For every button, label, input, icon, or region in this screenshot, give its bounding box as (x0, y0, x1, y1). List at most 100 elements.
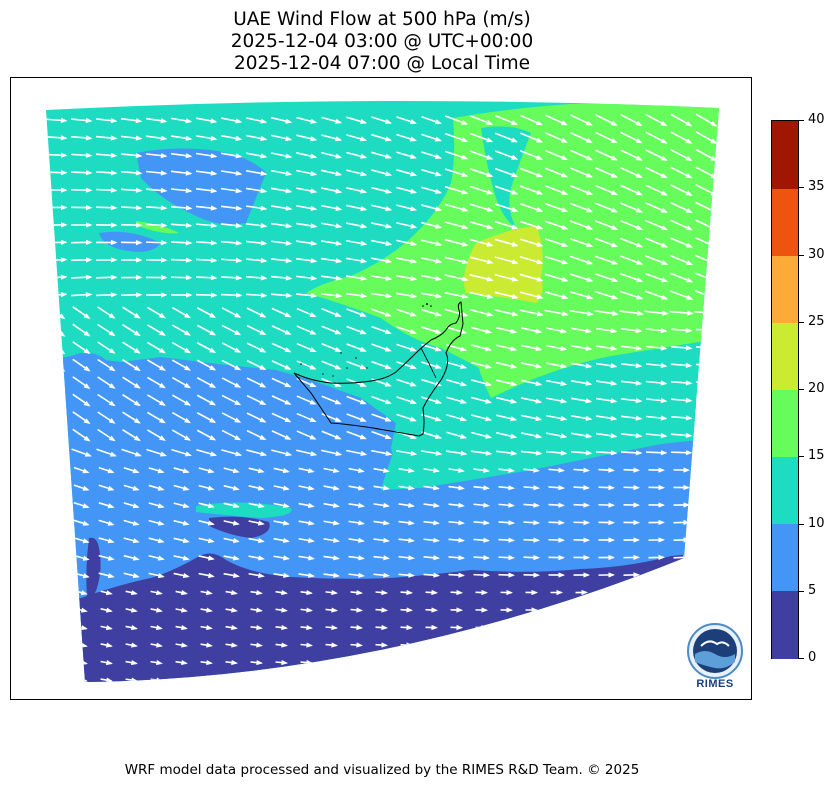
wind-arrow-head (235, 257, 243, 263)
wind-arrow-head (483, 502, 490, 508)
wind-arrow-head (633, 537, 640, 543)
wind-arrow-head (134, 451, 142, 457)
wind-arrow-head (384, 434, 392, 440)
wind-arrow-head (410, 450, 418, 456)
wind-arrow-head (556, 624, 563, 631)
wind-arrow-head (307, 468, 315, 474)
wind-arrow-head (281, 677, 288, 682)
wind-arrow-head (185, 205, 193, 211)
wind-arrow-shaft (700, 591, 712, 594)
wind-arrow-head (461, 311, 469, 317)
wind-arrow-head (683, 484, 690, 491)
wind-arrow-head (132, 573, 140, 579)
colorbar-tick-label: 5 (808, 582, 817, 598)
wind-arrow-shaft (695, 433, 717, 437)
wind-arrow-head (310, 240, 318, 246)
wind-arrow-head (508, 555, 515, 561)
wind-arrow-head (456, 624, 463, 631)
wind-arrow-head (359, 416, 367, 422)
wind-arrow-head (80, 625, 88, 631)
wind-arrow-head (160, 205, 168, 211)
wind-arrow-head (660, 397, 668, 404)
wind-arrow-head (409, 364, 417, 369)
wind-arrow-head (132, 485, 140, 491)
wind-arrow-shaft (47, 376, 65, 389)
wind-arrow-head (209, 382, 217, 388)
wind-arrow-head (683, 502, 690, 508)
colorbar-tick (799, 456, 804, 458)
wind-arrow-head (486, 293, 494, 299)
wind-arrow-head (231, 660, 238, 666)
wind-arrow-head (109, 451, 117, 457)
uae-outline (293, 301, 464, 437)
colorbar-tick (799, 389, 804, 390)
wind-arrow-head (560, 120, 568, 126)
wind-arrow-head (209, 365, 217, 371)
wind-arrow-head (159, 382, 166, 389)
wind-arrow-head (660, 345, 668, 351)
wind-arrow-head (536, 172, 544, 178)
wind-arrow-head (310, 118, 318, 124)
wind-arrow-head (133, 382, 141, 389)
wind-arrow-head (209, 312, 217, 318)
wind-arrow-shaft (650, 678, 662, 682)
wind-arrow-head (456, 659, 463, 666)
wind-arrow-head (157, 538, 165, 544)
wind-arrow-head (408, 555, 415, 561)
wind-arrow-head (409, 399, 417, 404)
wind-arrow-head (608, 467, 615, 473)
wind-arrow-head (431, 659, 438, 666)
wind-arrow-head (637, 310, 644, 316)
wind-arrow-head (356, 677, 363, 682)
wind-arrow-head (506, 624, 513, 631)
wind-arrow-head (105, 625, 113, 631)
wind-arrow-head (283, 520, 290, 526)
wind-arrow-shaft (50, 625, 62, 630)
wind-arrow-head (111, 257, 118, 263)
band-20-25 (463, 226, 543, 303)
wind-arrow-head (333, 520, 340, 526)
wind-arrow-head (610, 172, 618, 178)
wind-arrow-head (257, 485, 265, 491)
wind-arrow-head (712, 310, 719, 316)
wind-arrow-head (131, 607, 138, 613)
wind-arrow-head (561, 155, 568, 160)
wind-arrow-head (285, 136, 293, 142)
wind-arrow-head (132, 538, 140, 544)
wind-arrow-head (161, 292, 168, 298)
wind-arrow-head (184, 435, 191, 441)
wind-arrow-shaft (50, 607, 62, 613)
wind-arrow-head (583, 485, 590, 491)
wind-arrow-head (156, 625, 163, 631)
wind-arrow-head (461, 206, 469, 212)
colorbar-level-10-15 (772, 456, 798, 525)
wind-arrow-head (531, 677, 538, 682)
wind-arrow-head (506, 607, 513, 613)
wind-arrow-head (535, 433, 543, 439)
wind-speed-fill (46, 100, 719, 682)
wind-arrow-head (583, 467, 590, 473)
wind-arrow-head (586, 190, 594, 195)
wind-arrow-head (334, 434, 342, 440)
wind-arrow-head (383, 537, 390, 543)
wind-arrow-head (611, 242, 619, 248)
wind-arrow-head (409, 416, 417, 422)
wind-arrow-head (136, 257, 143, 263)
colorbar-tick-label: 10 (808, 515, 825, 531)
wind-arrow-head (307, 485, 315, 491)
wind-arrow-head (635, 345, 643, 351)
wind-arrow-head (108, 365, 116, 372)
wind-arrow-head (608, 554, 615, 561)
wind-arrow-head (83, 435, 91, 442)
wind-arrow-head (456, 589, 463, 596)
wind-arrow-head (234, 365, 242, 371)
wind-arrow-head (635, 433, 643, 439)
wind-arrow-head (510, 416, 518, 422)
wind-arrow-head (257, 503, 265, 509)
rimes-emblem-icon (687, 623, 743, 679)
wind-arrow-head (610, 398, 618, 404)
wind-arrow-head (234, 382, 242, 388)
wind-arrow-head (107, 520, 115, 526)
wind-arrow-head (384, 364, 392, 370)
wind-arrow-head (660, 432, 668, 439)
